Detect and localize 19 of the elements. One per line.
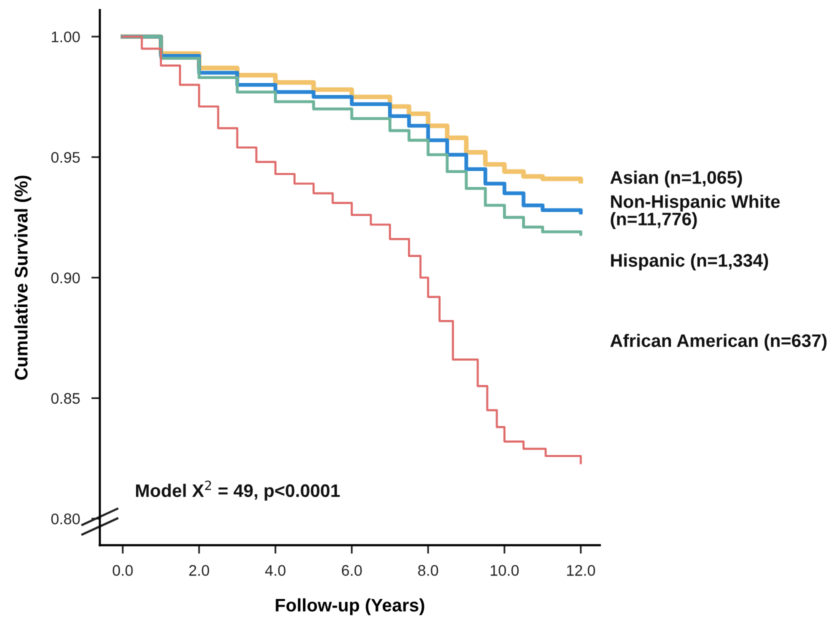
x-tick-label: 4.0	[265, 565, 286, 576]
x-tick-label: 6.0	[342, 565, 362, 576]
x-tick-label: 10.0	[490, 565, 519, 576]
x-tick-label: 12.0	[567, 565, 596, 576]
y-tick-label: 0.95	[51, 152, 80, 163]
y-tick-label: 0.85	[51, 393, 80, 404]
y-tick-label: 0.80	[51, 514, 80, 524]
annotation: Model X$^{2}$ = 49, p<0.0001	[136, 480, 340, 501]
series-label: Non-Hispanic White (n=11,776)	[610, 194, 780, 230]
series-label: Asian (n=1,065)	[610, 170, 742, 188]
y-tick-label: 1.00	[52, 31, 80, 42]
y-tick-label: 0.90	[51, 272, 80, 284]
x-tick-label: 8.0	[418, 565, 438, 576]
x-axis-title: Follow-up (Years)	[276, 598, 424, 616]
x-tick-label: 0.0	[112, 565, 133, 576]
series-label: Hispanic (n=1,334)	[611, 254, 768, 270]
text: African American (n=637)	[610, 334, 827, 351]
x-tick-label: 2.0	[189, 565, 210, 576]
y-axis-title: Cumulative Survival (%)	[14, 176, 32, 380]
